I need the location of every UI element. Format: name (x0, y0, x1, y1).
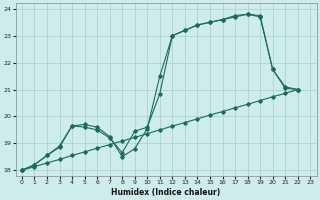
X-axis label: Humidex (Indice chaleur): Humidex (Indice chaleur) (111, 188, 221, 197)
